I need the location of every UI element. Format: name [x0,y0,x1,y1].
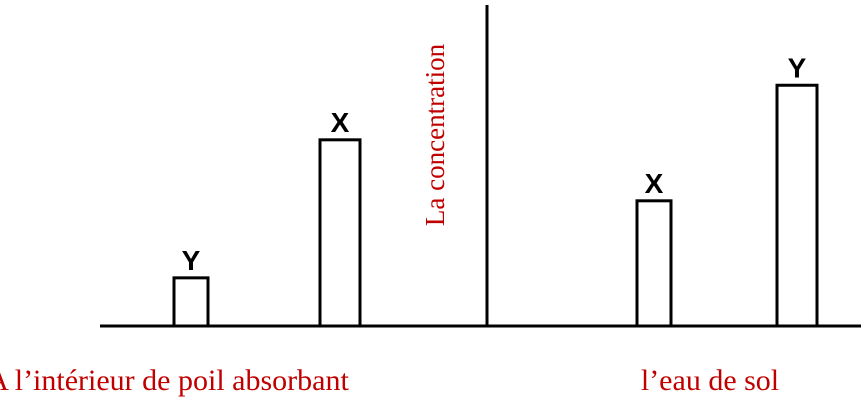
bar-label: X [331,107,350,138]
bar-label: X [645,168,664,199]
bar [318,138,362,328]
y-axis-label: La concentration [420,43,450,226]
bar-label: Y [182,245,201,276]
bar [775,83,819,328]
group-label: A l’intérieur de poil absorbant [0,364,349,397]
bar [172,276,210,328]
bar-label: Y [788,52,807,83]
group-label: l’eau de sol [641,364,779,397]
bar [635,199,673,328]
